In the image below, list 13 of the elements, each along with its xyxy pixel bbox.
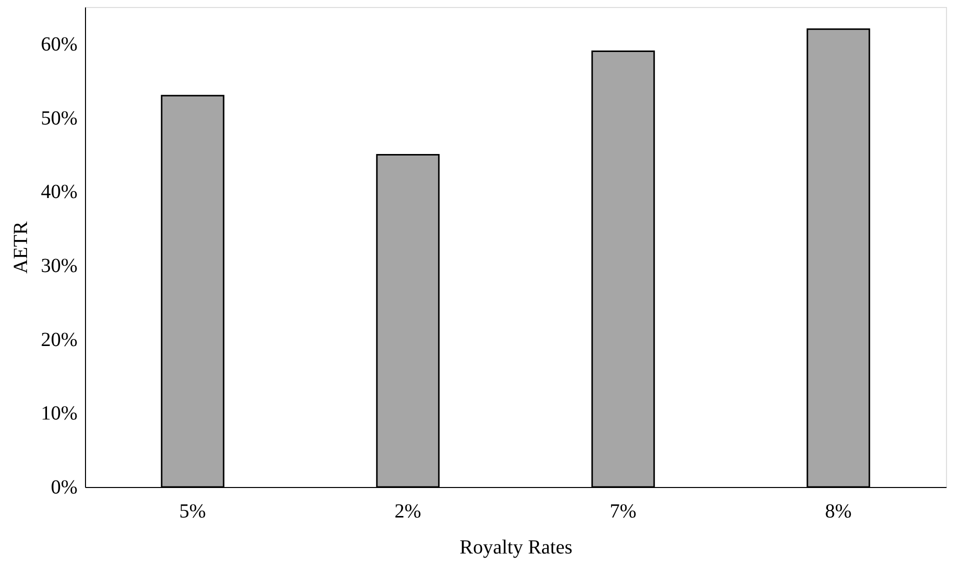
x-axis-title: Royalty Rates	[460, 536, 573, 558]
y-tick-label: 60%	[40, 33, 78, 56]
y-tick-label: 0%	[50, 476, 78, 498]
y-tick-label: 20%	[40, 328, 78, 351]
x-tick-label: 7%	[610, 500, 636, 522]
x-tick-label: 2%	[394, 500, 422, 522]
y-tick-label: 50%	[40, 107, 78, 130]
y-axis-title: AETR	[10, 220, 32, 274]
y-tick-label: 30%	[40, 254, 78, 277]
x-tick-label: 5%	[179, 500, 206, 522]
y-tick-label: 40%	[40, 181, 78, 204]
x-tick-label: 8%	[825, 500, 852, 522]
y-tick-label: 10%	[40, 402, 78, 425]
